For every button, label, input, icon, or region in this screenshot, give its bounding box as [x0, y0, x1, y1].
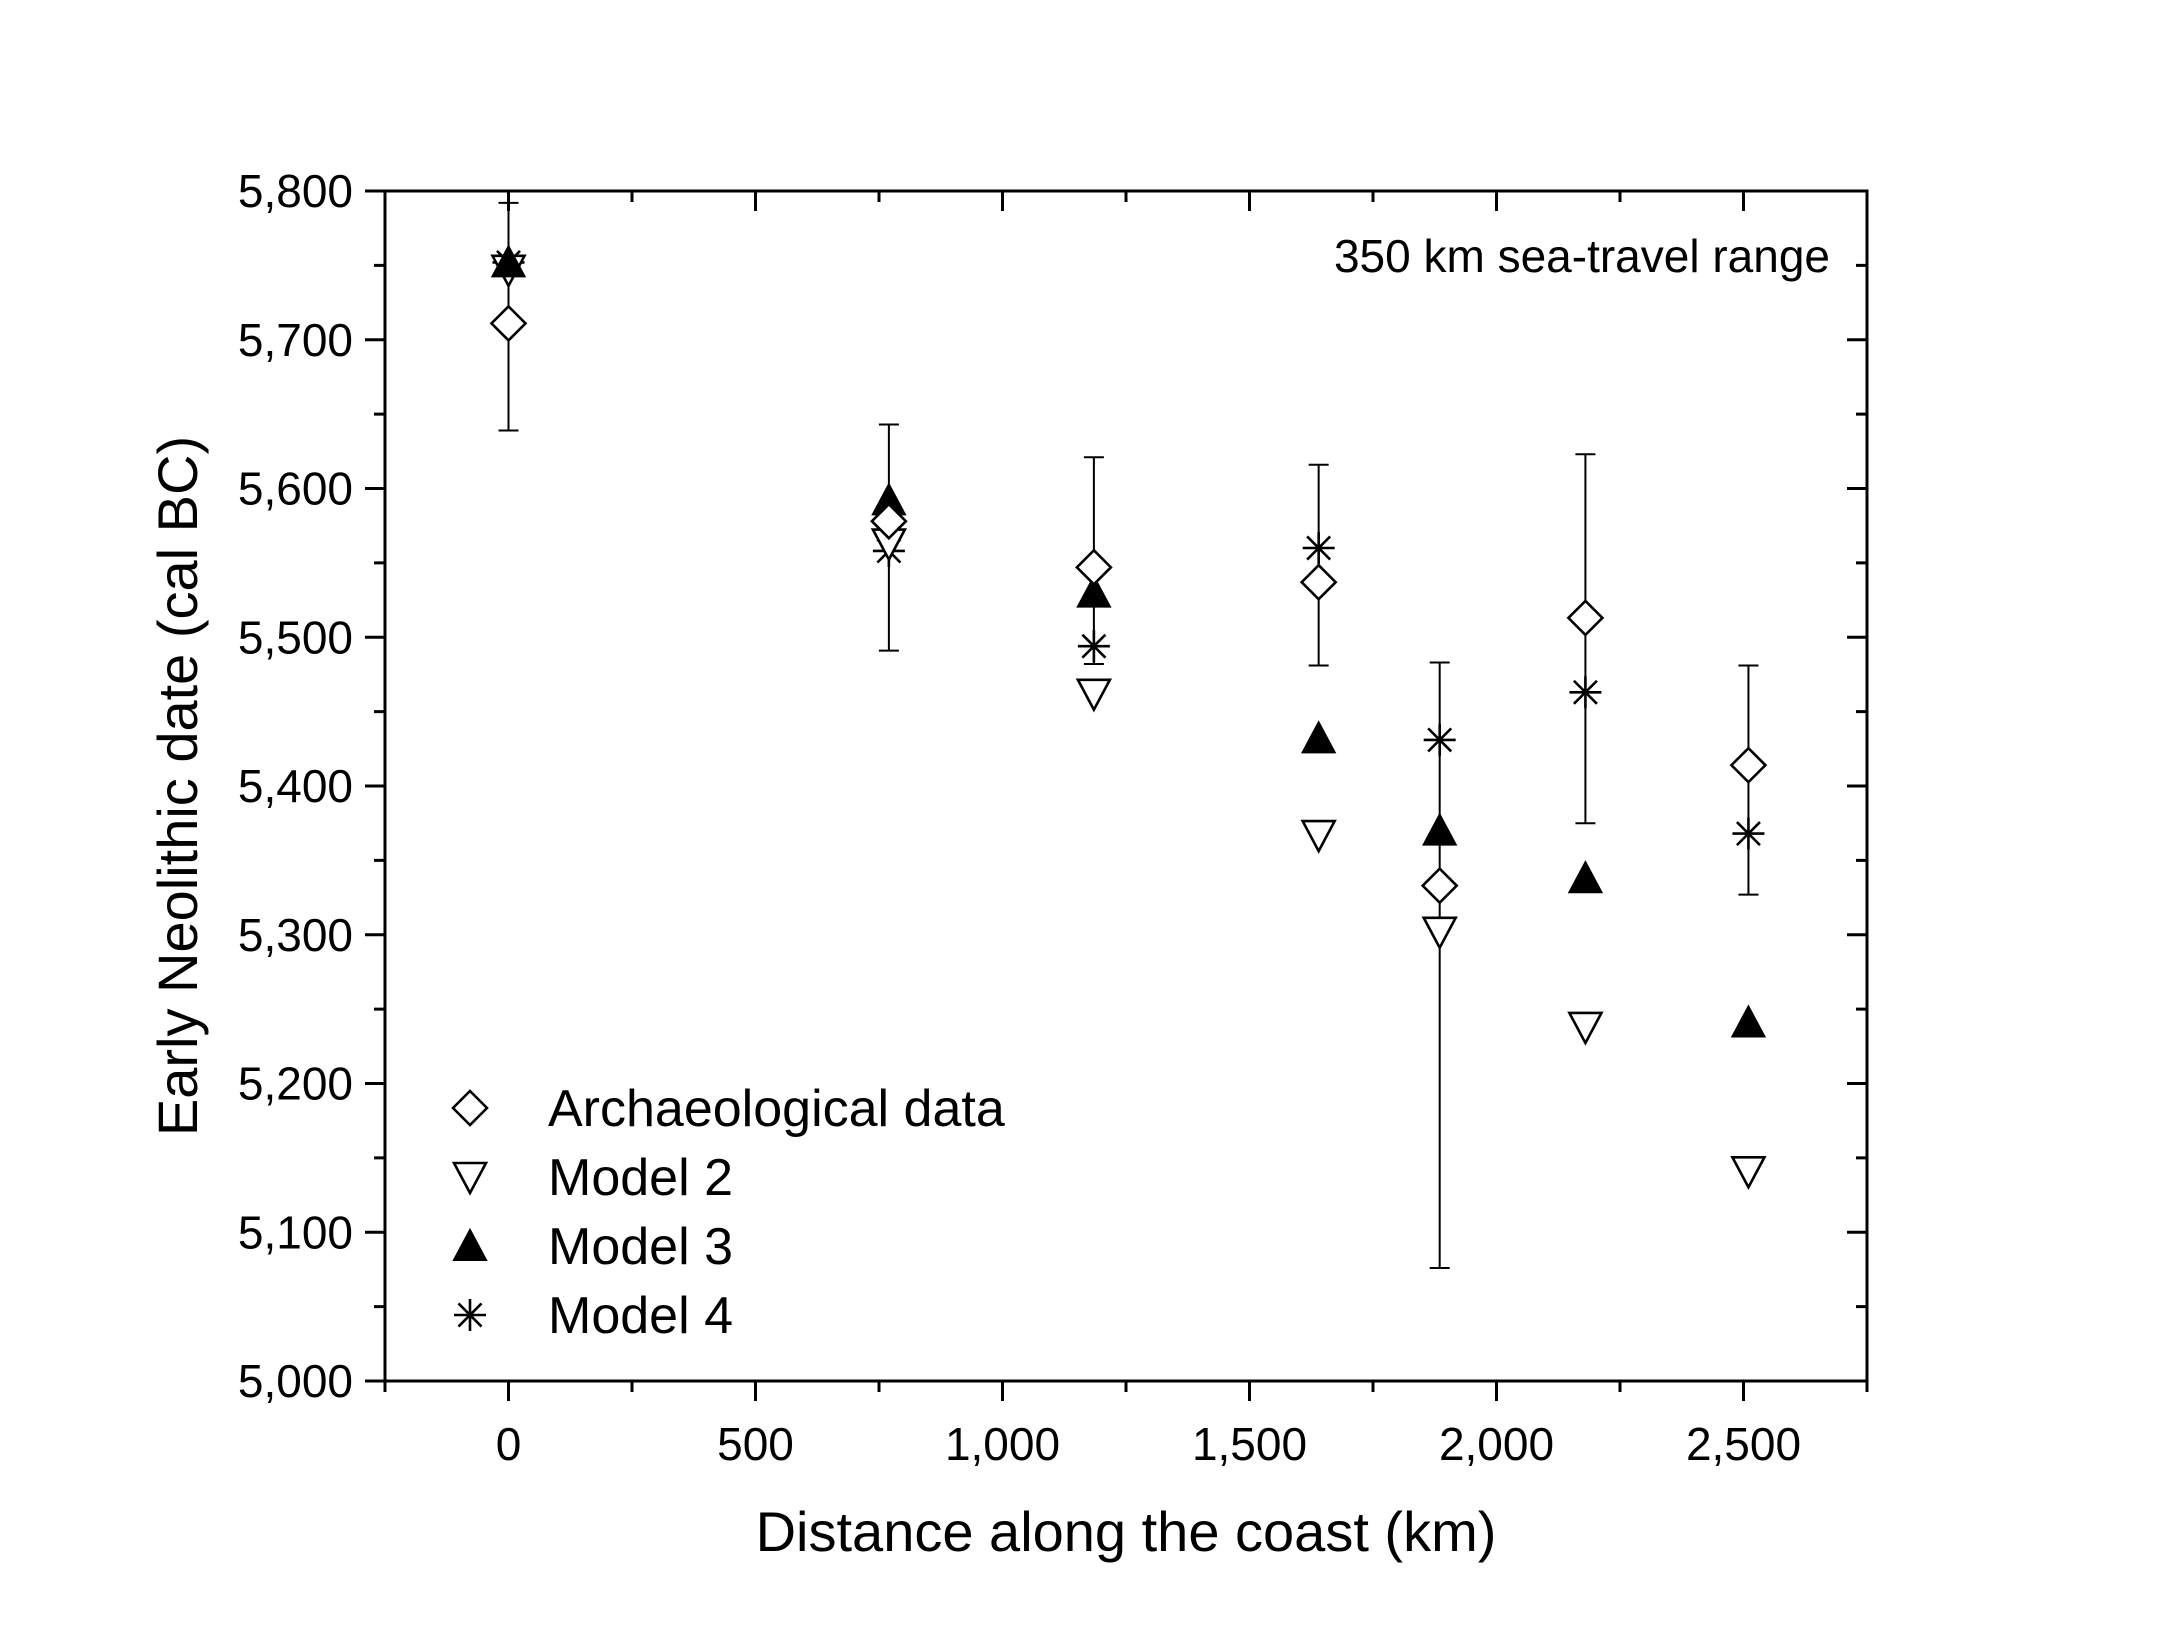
- x-tick-label: 500: [717, 1418, 794, 1470]
- data-point: [1075, 548, 1113, 587]
- data-point: [1567, 860, 1604, 894]
- error-bars: [498, 201, 1759, 1269]
- data-point: [489, 304, 528, 343]
- data-point: [490, 244, 527, 278]
- data-point: [1422, 812, 1458, 846]
- data-point: [1300, 819, 1337, 854]
- data-point: [1566, 599, 1605, 637]
- asterisk-stroke: [457, 1302, 483, 1328]
- data-point: [1421, 916, 1458, 951]
- data-point: [1730, 1004, 1767, 1038]
- legend-label: Model 4: [548, 1287, 733, 1345]
- data-point: [1076, 574, 1112, 608]
- data-point: [1729, 746, 1768, 785]
- y-tick-label: 5,800: [238, 165, 353, 217]
- y-tick-label: 5,300: [238, 909, 353, 961]
- y-tick-label: 5,000: [238, 1355, 353, 1407]
- y-tick-label: 5,600: [238, 463, 353, 515]
- x-tick-label: 2,000: [1439, 1418, 1554, 1470]
- legend: Archaeological data Model 2 Model 3 Model 4: [451, 1080, 1005, 1345]
- data-point: [870, 502, 908, 541]
- data-point: [1423, 723, 1456, 756]
- range-annotation: 350 km sea-travel range: [1334, 230, 1830, 282]
- data-point: [1300, 720, 1337, 754]
- axes: 0 500 1,000 1,500 2,000 2,500 5,000 5,100 5,200 5…: [238, 165, 1869, 1470]
- legend-marker: [451, 1089, 489, 1127]
- legend-label: Archaeological data: [548, 1080, 1005, 1138]
- data-point: [1420, 866, 1459, 905]
- asterisk-stroke: [1572, 679, 1598, 705]
- x-axis-title: Distance along the coast (km): [756, 1500, 1497, 1563]
- data-point: [1302, 532, 1335, 564]
- x-tick-label: 1,000: [945, 1418, 1060, 1470]
- asterisk-stroke: [1081, 633, 1107, 659]
- legend-marker: [452, 1227, 488, 1261]
- legend-label: Model 3: [548, 1218, 733, 1276]
- data-point: [1299, 563, 1338, 602]
- data-point: [1077, 630, 1110, 663]
- legend-marker: [454, 1299, 486, 1331]
- data-point: [1732, 817, 1765, 850]
- y-axis-title: Early Neolithic date (cal BC): [146, 436, 209, 1136]
- asterisk-stroke: [1427, 727, 1453, 753]
- y-tick-label: 5,700: [238, 314, 353, 366]
- data-point: [1567, 1011, 1604, 1046]
- asterisk-stroke: [1736, 821, 1761, 847]
- y-tick-label: 5,200: [238, 1058, 353, 1110]
- data-markers: [489, 244, 1768, 1191]
- y-tick-label: 5,400: [238, 760, 353, 812]
- legend-marker: [451, 1161, 489, 1196]
- asterisk-stroke: [1306, 535, 1332, 561]
- data-point: [1569, 676, 1602, 709]
- y-tick-label: 5,500: [238, 611, 353, 663]
- x-tick-label: 2,500: [1686, 1418, 1801, 1470]
- data-point: [1730, 1155, 1767, 1191]
- data-point: [1075, 678, 1113, 713]
- x-tick-label: 0: [496, 1418, 522, 1470]
- y-tick-label: 5,100: [238, 1206, 353, 1258]
- x-tick-label: 1,500: [1192, 1418, 1307, 1470]
- legend-label: Model 2: [548, 1149, 733, 1207]
